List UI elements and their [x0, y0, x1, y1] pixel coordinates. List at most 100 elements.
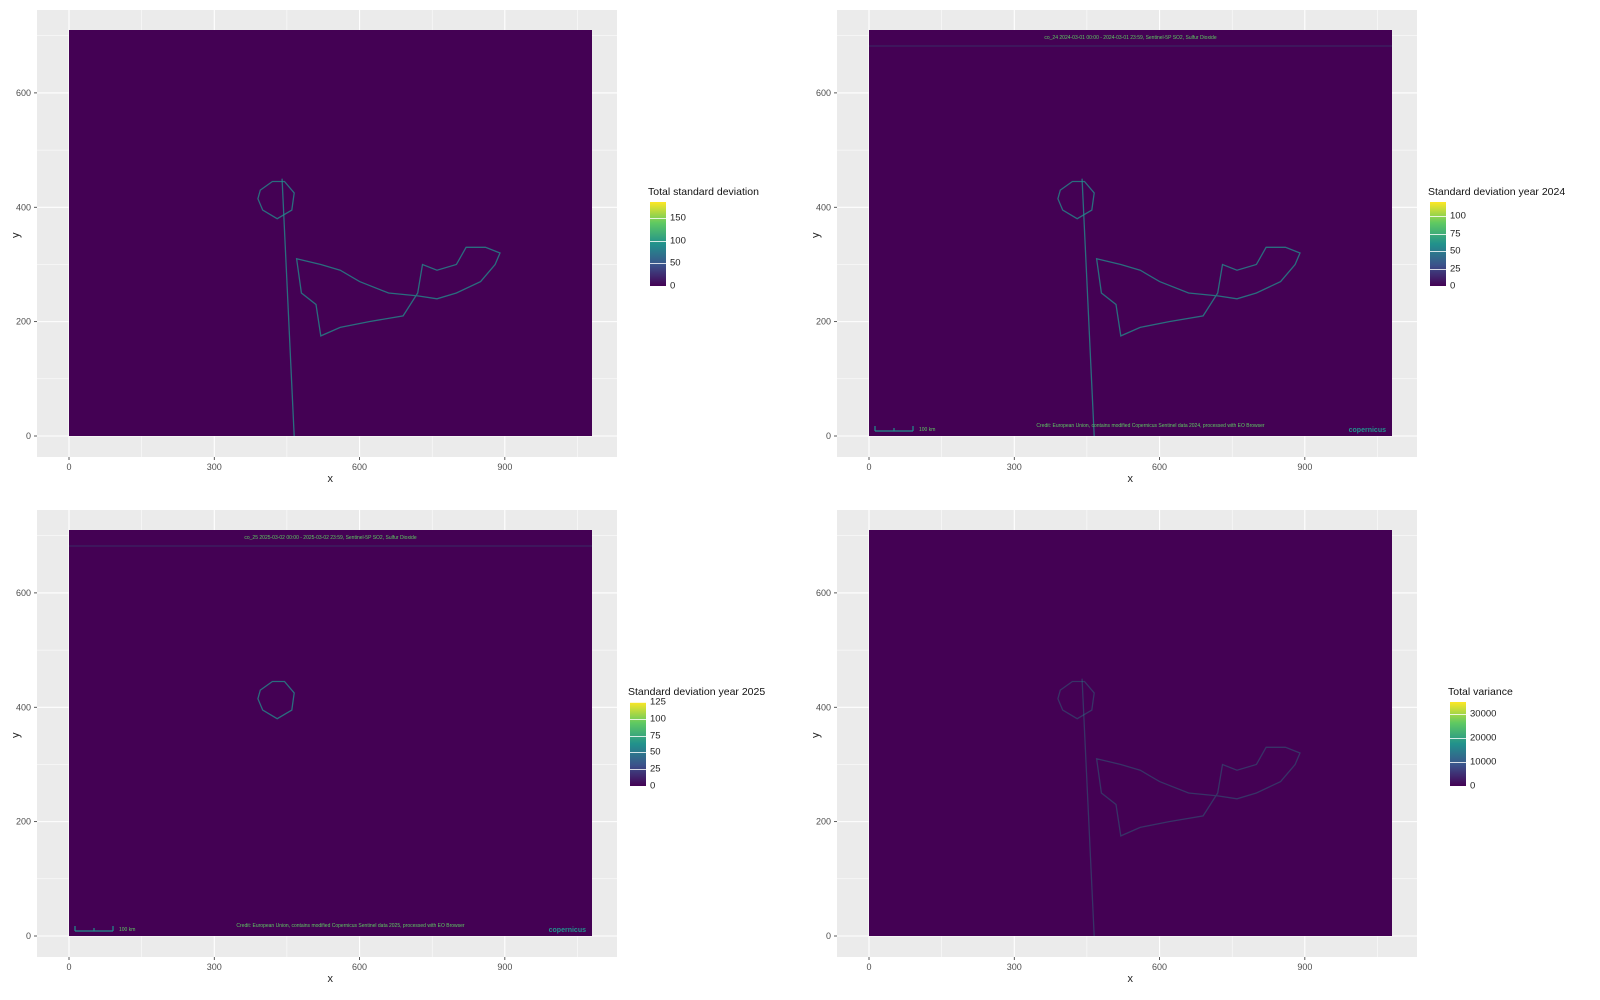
x-tick-label: 300 — [1007, 462, 1022, 472]
legend-tick-mark — [630, 735, 646, 737]
colorbar-legend: Standard deviation year 2024 0 25 50 75 100 — [1428, 186, 1565, 292]
overlay-header: co_24 2024-03-01 00:00 - 2024-03-01 23:5… — [1044, 35, 1216, 41]
legend-tick-label: 75 — [1450, 228, 1461, 239]
y-tick-label: 0 — [26, 931, 31, 941]
x-tick-label: 600 — [352, 462, 367, 472]
legend-tick-label: 25 — [650, 763, 661, 775]
legend-tick-label: 50 — [670, 257, 681, 269]
heatmap-features — [257, 680, 295, 720]
legend-tick-label: 0 — [1470, 780, 1476, 792]
legend-title: Standard deviation year 2025 — [628, 686, 766, 698]
y-tick-label: 600 — [816, 88, 831, 98]
legend-tick-label: 0 — [1450, 280, 1456, 292]
y-tick-label: 600 — [16, 88, 31, 98]
legend-tick-mark — [650, 263, 666, 265]
y-tick-label: 0 — [826, 931, 831, 941]
legend-tick-label: 30000 — [1470, 708, 1497, 720]
x-tick-label: 600 — [352, 962, 367, 972]
y-axis-title: y — [10, 732, 22, 738]
x-tick-label: 600 — [1152, 462, 1167, 472]
x-tick-label: 900 — [1297, 462, 1312, 472]
plot-svg: 0 300 600 900 0 200 400 600 — [816, 510, 1417, 972]
heatmap-raster — [869, 30, 1392, 436]
heatmap-raster — [69, 30, 592, 436]
y-tick-label: 200 — [16, 317, 31, 327]
legend-colorbar — [650, 202, 666, 286]
scale-bar — [74, 926, 114, 932]
y-tick-label: 400 — [16, 702, 31, 712]
legend-tick-mark — [650, 240, 666, 242]
plot-svg: 0 300 600 900 0 200 400 600 — [16, 10, 617, 472]
legend-tick-mark — [630, 786, 646, 787]
legend-tick-label: 50 — [650, 746, 661, 758]
legend-tick-mark — [650, 286, 666, 287]
legend-tick-label: 150 — [670, 212, 686, 224]
legend-tick-mark — [1430, 216, 1446, 217]
y-axis-title: y — [810, 732, 822, 738]
credit-text: Credit: European Union, contains modifie… — [1036, 423, 1265, 429]
y-tick-label: 400 — [816, 202, 831, 212]
x-tick-label: 300 — [207, 962, 222, 972]
copernicus-logo: copernicus — [549, 927, 586, 934]
x-tick-label: 0 — [66, 462, 71, 472]
x-tick-label: 0 — [66, 962, 71, 972]
y-tick-label: 400 — [16, 202, 31, 212]
legend-tick-label: 100 — [650, 713, 666, 725]
scale-bar — [874, 426, 914, 432]
legend-tick-mark — [630, 718, 646, 720]
plot-svg: co_25 2025-03-02 00:00 - 2025-03-02 23:5… — [16, 510, 617, 972]
legend-tick-mark — [630, 702, 646, 703]
x-tick-label: 900 — [1297, 962, 1312, 972]
legend-tick-mark — [650, 217, 666, 219]
x-tick-label: 600 — [1152, 962, 1167, 972]
x-tick-label: 0 — [866, 962, 871, 972]
legend-tick-label: 0 — [650, 780, 656, 792]
x-tick-label: 900 — [497, 462, 512, 472]
colorbar-legend: Total standard deviation 0 50 100 150 — [648, 186, 759, 292]
overlay-header: co_25 2025-03-02 00:00 - 2025-03-02 23:5… — [244, 535, 416, 541]
legend-tick-mark — [1450, 714, 1466, 715]
heatmap-raster — [69, 530, 592, 936]
heatmap-features — [257, 178, 501, 437]
y-tick-label: 0 — [826, 431, 831, 441]
plot-svg: co_24 2024-03-01 00:00 - 2024-03-01 23:5… — [816, 10, 1417, 472]
legend-tick-label: 10000 — [1470, 756, 1497, 768]
heatmap-features — [1057, 678, 1301, 937]
y-axis-title: y — [810, 232, 822, 238]
x-tick-label: 0 — [866, 462, 871, 472]
x-tick-label: 300 — [1007, 962, 1022, 972]
y-axis-title: y — [10, 232, 22, 238]
legend-tick-mark — [1450, 786, 1466, 787]
legend-tick-label: 0 — [670, 280, 676, 292]
legend-tick-label: 125 — [650, 696, 666, 708]
legend-tick-label: 100 — [670, 235, 686, 247]
y-tick-label: 600 — [16, 588, 31, 598]
legend-tick-label: 50 — [1450, 245, 1461, 257]
x-axis-title: x — [1127, 973, 1134, 985]
heatmap-panel-sd-2024: co_24 2024-03-01 00:00 - 2024-03-01 23:5… — [800, 0, 1600, 500]
y-tick-label: 0 — [26, 431, 31, 441]
scale-label: 100 km — [119, 927, 135, 933]
scale-label: 100 km — [919, 427, 935, 433]
legend-tick-mark — [1450, 762, 1466, 763]
y-tick-label: 200 — [816, 817, 831, 827]
heatmap-panel-sd-2025: co_25 2025-03-02 00:00 - 2025-03-02 23:5… — [0, 500, 800, 1000]
legend-colorbar — [1430, 202, 1446, 286]
legend-tick-mark — [1430, 233, 1446, 235]
x-axis-title: x — [327, 473, 334, 485]
y-tick-label: 200 — [16, 817, 31, 827]
legend-tick-mark — [1450, 738, 1466, 739]
legend-tick-mark — [1430, 268, 1446, 270]
heatmap-panel-total-variance: 0 300 600 900 0 200 400 600 x y Total variance 0 100… — [800, 500, 1600, 1000]
heatmap-features — [1057, 178, 1301, 437]
legend-tick-mark — [630, 752, 646, 754]
legend-title: Total standard deviation — [648, 186, 759, 198]
legend-title: Total variance — [1448, 686, 1513, 698]
colorbar-legend: Standard deviation year 2025 0 25 50 75 100 12… — [628, 686, 766, 792]
copernicus-logo: copernicus — [1349, 427, 1386, 434]
x-tick-label: 300 — [207, 462, 222, 472]
legend-tick-label: 25 — [1450, 263, 1461, 274]
legend-tick-mark — [1430, 286, 1446, 287]
x-axis-title: x — [327, 973, 334, 985]
legend-tick-label: 75 — [650, 730, 661, 742]
